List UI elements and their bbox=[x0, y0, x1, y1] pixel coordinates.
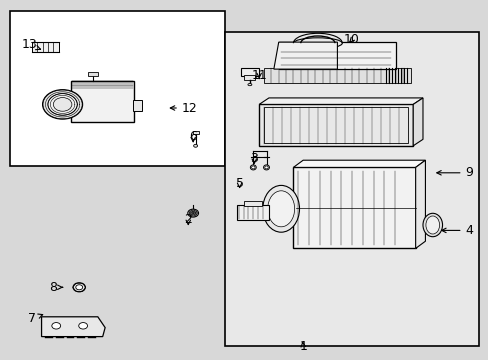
Ellipse shape bbox=[42, 90, 82, 119]
Ellipse shape bbox=[193, 144, 197, 147]
Text: 3: 3 bbox=[250, 152, 258, 165]
Text: 6: 6 bbox=[189, 130, 197, 143]
Text: 4: 4 bbox=[441, 224, 472, 237]
Ellipse shape bbox=[187, 209, 198, 217]
Polygon shape bbox=[259, 98, 422, 104]
Ellipse shape bbox=[251, 166, 255, 169]
Text: 12: 12 bbox=[170, 102, 197, 114]
Ellipse shape bbox=[422, 213, 442, 237]
Ellipse shape bbox=[250, 165, 256, 170]
Ellipse shape bbox=[425, 216, 439, 234]
Bar bbox=[278, 42, 395, 69]
Ellipse shape bbox=[247, 84, 251, 86]
Bar bbox=[293, 167, 415, 248]
Polygon shape bbox=[41, 317, 105, 337]
Ellipse shape bbox=[48, 94, 77, 115]
Ellipse shape bbox=[73, 283, 85, 292]
Ellipse shape bbox=[53, 98, 72, 111]
Bar bbox=[240, 68, 259, 76]
Bar bbox=[32, 42, 59, 52]
Bar bbox=[88, 72, 98, 76]
Polygon shape bbox=[293, 160, 425, 167]
Bar bbox=[259, 104, 412, 146]
Bar bbox=[192, 131, 198, 134]
Polygon shape bbox=[415, 160, 425, 248]
Text: 13: 13 bbox=[21, 39, 41, 51]
Ellipse shape bbox=[263, 165, 269, 170]
Ellipse shape bbox=[267, 191, 294, 227]
Bar bbox=[264, 107, 407, 143]
Text: 10: 10 bbox=[344, 33, 359, 46]
Text: 7: 7 bbox=[28, 312, 42, 325]
Ellipse shape bbox=[52, 323, 61, 329]
Text: 5: 5 bbox=[235, 177, 243, 190]
Ellipse shape bbox=[263, 185, 299, 232]
Bar bbox=[133, 100, 142, 111]
Text: 2: 2 bbox=[184, 213, 192, 226]
Ellipse shape bbox=[293, 38, 342, 49]
Polygon shape bbox=[273, 42, 337, 69]
Bar bbox=[237, 205, 268, 220]
Ellipse shape bbox=[79, 323, 87, 329]
Ellipse shape bbox=[264, 166, 268, 169]
Bar bbox=[224, 32, 478, 346]
Bar bbox=[244, 201, 261, 206]
Bar bbox=[264, 68, 410, 83]
Text: 9: 9 bbox=[436, 166, 472, 179]
Bar bbox=[244, 75, 255, 80]
Bar bbox=[10, 11, 224, 166]
Bar bbox=[71, 81, 134, 122]
Text: 11: 11 bbox=[251, 69, 266, 82]
Ellipse shape bbox=[76, 285, 82, 290]
Text: 8: 8 bbox=[49, 281, 62, 294]
Text: 1: 1 bbox=[299, 340, 306, 353]
Polygon shape bbox=[412, 98, 422, 146]
